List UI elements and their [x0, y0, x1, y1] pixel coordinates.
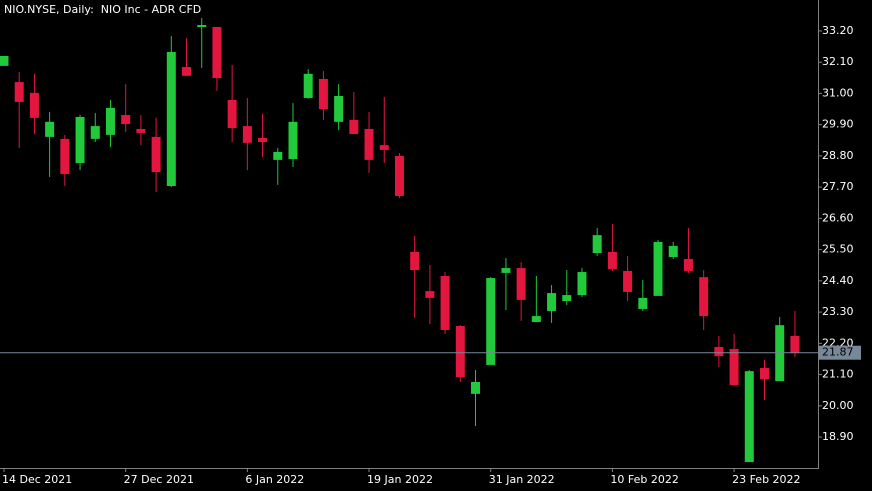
candle-body [334, 95, 344, 122]
candle-body [592, 235, 602, 254]
y-tick-label: 18.90 [822, 430, 854, 443]
y-tick-label: 29.90 [822, 118, 854, 131]
x-tick-label: 31 Jan 2022 [489, 473, 555, 486]
candle-body [212, 26, 222, 79]
candle-body [227, 99, 237, 129]
candle-body [0, 55, 9, 66]
candle-body [562, 295, 572, 302]
candle-body [29, 92, 39, 118]
y-tick-label: 27.70 [822, 180, 854, 193]
candle-body [105, 107, 115, 135]
candle-body [653, 241, 663, 296]
y-tick-label: 24.40 [822, 274, 854, 287]
candle-body [607, 251, 617, 269]
candle-body [699, 277, 709, 317]
candle-body [121, 115, 131, 125]
y-tick-label: 26.60 [822, 211, 854, 224]
candle-body [14, 82, 24, 102]
candle-body [486, 278, 496, 365]
y-tick-label: 31.00 [822, 86, 854, 99]
candle-body [790, 335, 800, 353]
candle-body [394, 155, 404, 196]
candle-body [668, 245, 678, 258]
candle-body [471, 381, 481, 394]
y-tick-label: 23.30 [822, 305, 854, 318]
candle-body [166, 51, 176, 187]
candle-body [440, 276, 450, 330]
candle-body [531, 316, 541, 323]
y-tick-label: 21.10 [822, 368, 854, 381]
candle-body [136, 128, 146, 133]
candle-body [410, 251, 420, 271]
candle-body [744, 371, 754, 463]
y-tick-label: 28.80 [822, 149, 854, 162]
candle-body [303, 73, 313, 98]
candle-body [45, 121, 55, 137]
chart-title: NIO.NYSE, Daily: NIO Inc - ADR CFD [4, 3, 201, 16]
candle-body [577, 272, 587, 296]
x-tick-label: 6 Jan 2022 [245, 473, 304, 486]
candle-body [242, 126, 252, 143]
candle-body [273, 151, 283, 160]
candle-body [501, 268, 511, 273]
x-tick-label: 27 Dec 2021 [124, 473, 194, 486]
x-tick-label: 14 Dec 2021 [2, 473, 72, 486]
candle-body [288, 121, 298, 160]
candle-body [318, 78, 328, 110]
candle-body [683, 258, 693, 271]
candle-body [75, 117, 85, 164]
candle-body [760, 368, 769, 380]
candle-body [151, 136, 161, 173]
candle-body [364, 128, 374, 160]
candle-body [60, 138, 70, 175]
candle-body [182, 67, 192, 76]
price-tag-label: 21.87 [822, 346, 854, 359]
candle-body [349, 119, 359, 135]
candle-body [729, 349, 739, 386]
candle-body [425, 291, 435, 298]
candle-body [623, 270, 633, 292]
x-tick-label: 19 Jan 2022 [367, 473, 433, 486]
y-tick-label: 20.00 [822, 399, 854, 412]
y-tick-label: 25.50 [822, 243, 854, 256]
candle-body [258, 138, 268, 142]
y-tick-label: 33.20 [822, 24, 854, 37]
price-tag [819, 345, 861, 360]
candle-body [197, 24, 207, 27]
candle-body [379, 145, 389, 150]
candle-body [90, 126, 100, 139]
candle-body [455, 326, 465, 378]
candle-body [516, 268, 526, 300]
candle-body [547, 293, 557, 311]
y-tick-label: 32.10 [822, 55, 854, 68]
candle-body [714, 347, 724, 357]
x-tick-label: 10 Feb 2022 [610, 473, 678, 486]
candle-body [638, 297, 648, 309]
x-tick-label: 23 Feb 2022 [732, 473, 800, 486]
